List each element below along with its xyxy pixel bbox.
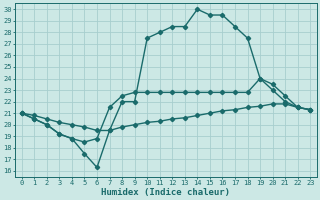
X-axis label: Humidex (Indice chaleur): Humidex (Indice chaleur) <box>101 188 230 197</box>
